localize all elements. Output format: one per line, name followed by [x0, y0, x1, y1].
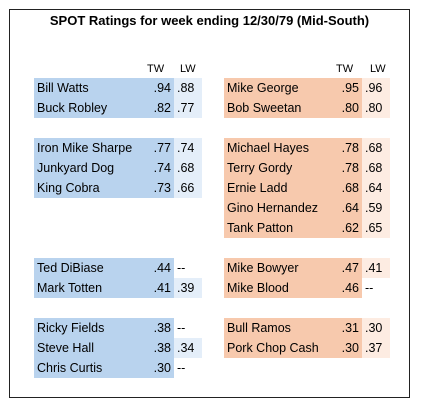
- this-week-rating: .77: [144, 138, 174, 158]
- wrestler-name: Mark Totten: [34, 278, 144, 298]
- last-week-rating: .77: [174, 98, 202, 118]
- wrestler-name: Junkyard Dog: [34, 158, 144, 178]
- page-title: SPOT Ratings for week ending 12/30/79 (M…: [49, 13, 370, 28]
- wrestler-name: Ted DiBiase: [34, 258, 144, 278]
- right-tw-header: TW: [336, 63, 354, 75]
- wrestler-name: Gino Hernandez: [224, 198, 332, 218]
- last-week-rating: .39: [174, 278, 202, 298]
- last-week-rating: --: [365, 281, 374, 295]
- this-week-rating: .73: [144, 178, 174, 198]
- wrestler-name: Buck Robley: [34, 98, 144, 118]
- this-week-rating: .78: [332, 158, 362, 178]
- last-week-rating: .96: [362, 78, 390, 98]
- this-week-rating: .30: [144, 358, 174, 378]
- last-week-rating: --: [177, 321, 186, 335]
- last-week-rating: --: [177, 361, 186, 375]
- wrestler-name: Mike George: [224, 78, 332, 98]
- last-week-rating: .64: [362, 178, 390, 198]
- this-week-rating: .44: [144, 258, 174, 278]
- wrestler-name: King Cobra: [34, 178, 144, 198]
- wrestler-name: Mike Bowyer: [224, 258, 332, 278]
- last-week-rating: .74: [174, 138, 202, 158]
- wrestler-name: Pork Chop Cash: [224, 338, 332, 358]
- wrestler-name: Bull Ramos: [224, 318, 332, 338]
- last-week-rating: .41: [362, 258, 390, 278]
- last-week-rating: .30: [362, 318, 390, 338]
- left-lw-header: LW: [180, 63, 196, 75]
- last-week-rating: .88: [174, 78, 202, 98]
- this-week-rating: .68: [332, 178, 362, 198]
- this-week-rating: .95: [332, 78, 362, 98]
- last-week-rating: .68: [362, 138, 390, 158]
- this-week-rating: .38: [144, 338, 174, 358]
- last-week-rating: .34: [174, 338, 202, 358]
- last-week-rating: .37: [362, 338, 390, 358]
- last-week-rating: .68: [174, 158, 202, 178]
- this-week-rating: .80: [332, 98, 362, 118]
- wrestler-name: Bill Watts: [34, 78, 144, 98]
- this-week-rating: .64: [332, 198, 362, 218]
- wrestler-name: Ernie Ladd: [224, 178, 332, 198]
- wrestler-name: Steve Hall: [34, 338, 144, 358]
- this-week-rating: .94: [144, 78, 174, 98]
- wrestler-name: Iron Mike Sharpe: [34, 138, 144, 158]
- this-week-rating: .30: [332, 338, 362, 358]
- ratings-frame: [9, 9, 410, 398]
- wrestler-name: Terry Gordy: [224, 158, 332, 178]
- last-week-rating: --: [177, 261, 186, 275]
- wrestler-name: Bob Sweetan: [224, 98, 332, 118]
- last-week-rating: .68: [362, 158, 390, 178]
- wrestler-name: Chris Curtis: [34, 358, 144, 378]
- right-lw-header: LW: [370, 63, 386, 75]
- this-week-rating: .74: [144, 158, 174, 178]
- this-week-rating: .31: [332, 318, 362, 338]
- this-week-rating: .38: [144, 318, 174, 338]
- this-week-rating: .46: [332, 278, 362, 298]
- last-week-rating: .59: [362, 198, 390, 218]
- last-week-rating: .65: [362, 218, 390, 238]
- wrestler-name: Ricky Fields: [34, 318, 144, 338]
- this-week-rating: .47: [332, 258, 362, 278]
- this-week-rating: .82: [144, 98, 174, 118]
- this-week-rating: .41: [144, 278, 174, 298]
- left-tw-header: TW: [147, 63, 165, 75]
- wrestler-name: Mike Blood: [224, 278, 332, 298]
- this-week-rating: .78: [332, 138, 362, 158]
- last-week-rating: .80: [362, 98, 390, 118]
- wrestler-name: Michael Hayes: [224, 138, 332, 158]
- this-week-rating: .62: [332, 218, 362, 238]
- last-week-rating: .66: [174, 178, 202, 198]
- wrestler-name: Tank Patton: [224, 218, 332, 238]
